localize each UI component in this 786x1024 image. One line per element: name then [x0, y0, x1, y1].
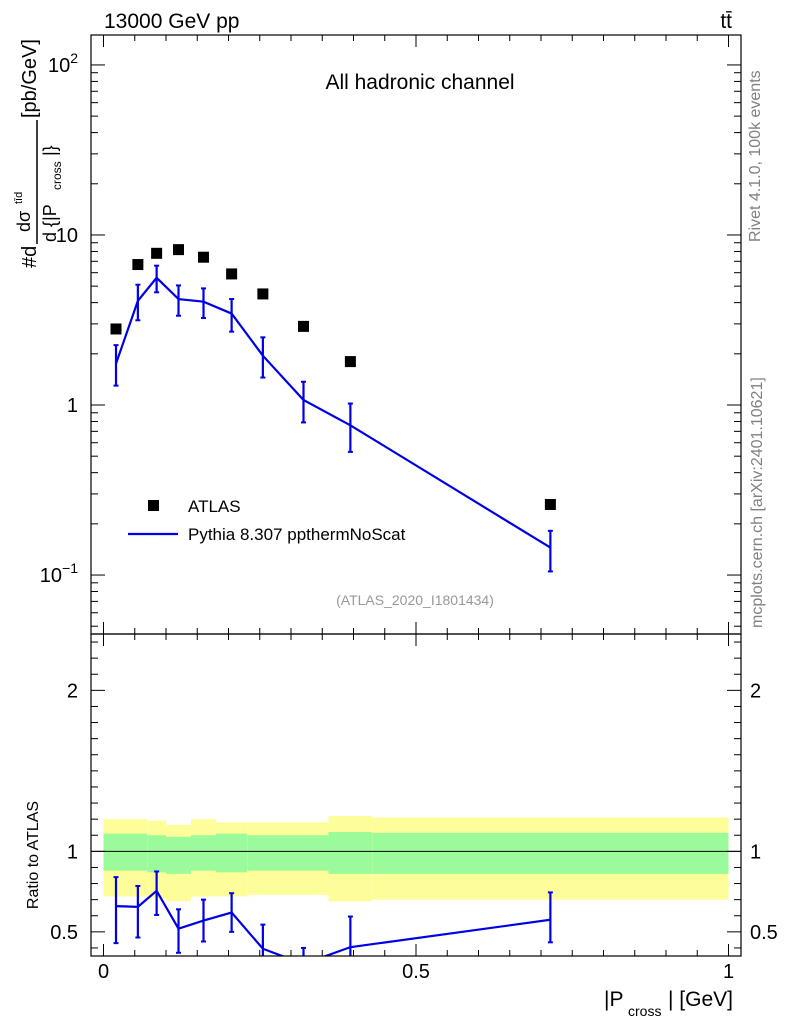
svg-text:dσ: dσ: [14, 211, 34, 232]
ratio-y-tick-label-right: 1: [750, 841, 761, 863]
svg-text:cross: cross: [50, 161, 64, 190]
svg-text:|P: |P: [604, 988, 623, 1011]
atlas-data-point: [544, 498, 556, 510]
main-y-tick-label: 10−1: [40, 560, 78, 587]
legend-mc-label: Pythia 8.307 ppthermNoScat: [188, 525, 406, 544]
legend: ATLAS Pythia 8.307 ppthermNoScat: [128, 497, 406, 544]
atlas-data-point: [344, 356, 356, 368]
collision-label: 13000 GeV pp: [104, 10, 239, 33]
ratio-y-axis-label: Ratio to ATLAS: [25, 801, 42, 909]
ratio-y-tick-label: 0.5: [50, 922, 78, 944]
stat-uncertainty-band: [191, 835, 216, 871]
svg-text:cross: cross: [628, 1003, 661, 1019]
svg-text:[pb/GeV]: [pb/GeV]: [19, 39, 41, 118]
svg-text:|}: |}: [40, 145, 60, 156]
stat-uncertainty-band: [372, 832, 729, 874]
stat-uncertainty-band: [166, 836, 191, 874]
x-tick-label: 0: [98, 961, 109, 983]
stat-uncertainty-band: [216, 833, 248, 873]
atlas-data-point: [198, 251, 209, 263]
legend-atlas-marker: [148, 500, 159, 511]
chart-title: All hadronic channel: [325, 71, 514, 94]
main-y-axis-label: #d dσ tīd d {|P cross |} [pb/GeV]: [13, 39, 64, 268]
atlas-data-point: [151, 247, 163, 259]
atlas-data-point: [226, 268, 238, 280]
stat-uncertainty-band: [328, 832, 373, 874]
x-axis-label: |P cross | [GeV]: [604, 988, 733, 1019]
stat-uncertainty-band: [247, 835, 279, 871]
mcplots-label: mcplots.cern.ch [arXiv:2401.10621]: [749, 377, 766, 628]
ratio-y-tick-label-right: 0.5: [750, 922, 778, 944]
ratio-y-tick-label: 1: [67, 841, 78, 863]
main-y-tick-label: 1: [67, 395, 78, 417]
process-label: tt̄: [720, 10, 732, 33]
svg-text:| [GeV]: | [GeV]: [668, 988, 733, 1011]
main-frame: [90, 34, 742, 635]
main-panel: [110, 244, 556, 573]
stat-uncertainty-band: [147, 835, 166, 873]
atlas-data-point: [110, 323, 122, 335]
x-tick-label: 0.5: [402, 961, 430, 983]
atlas-data-point: [132, 259, 144, 271]
atlas-data-point: [257, 288, 269, 300]
main-y-tick-label: 102: [48, 50, 78, 77]
x-tick-label: 1: [723, 961, 734, 983]
ratio-mc-line: [115, 889, 551, 956]
svg-text:d {|P: d {|P: [40, 204, 60, 242]
main-y-tick-label: 10: [56, 225, 78, 247]
atlas-data-point: [298, 320, 309, 332]
atlas-data-point: [173, 244, 184, 256]
svg-text:#d: #d: [19, 246, 41, 268]
mc-line: [114, 276, 551, 549]
stat-uncertainty-band: [103, 833, 148, 871]
rivet-version-label: Rivet 4.1.0, 100k events: [747, 70, 764, 242]
stat-uncertainty-band: [278, 835, 329, 871]
ratio-frame: [90, 633, 742, 957]
svg-text:tīd: tīd: [13, 192, 25, 204]
axes: 0 0.5 1 10−1 1 10 102 0.5 0.5 1 1 2 2: [40, 34, 778, 983]
ratio-y-tick-label: 2: [67, 680, 78, 702]
ratio-panel: [91, 815, 741, 956]
analysis-label: (ATLAS_2020_I1801434): [336, 592, 494, 608]
legend-atlas-label: ATLAS: [188, 497, 241, 516]
ratio-y-tick-label-right: 2: [750, 680, 761, 702]
